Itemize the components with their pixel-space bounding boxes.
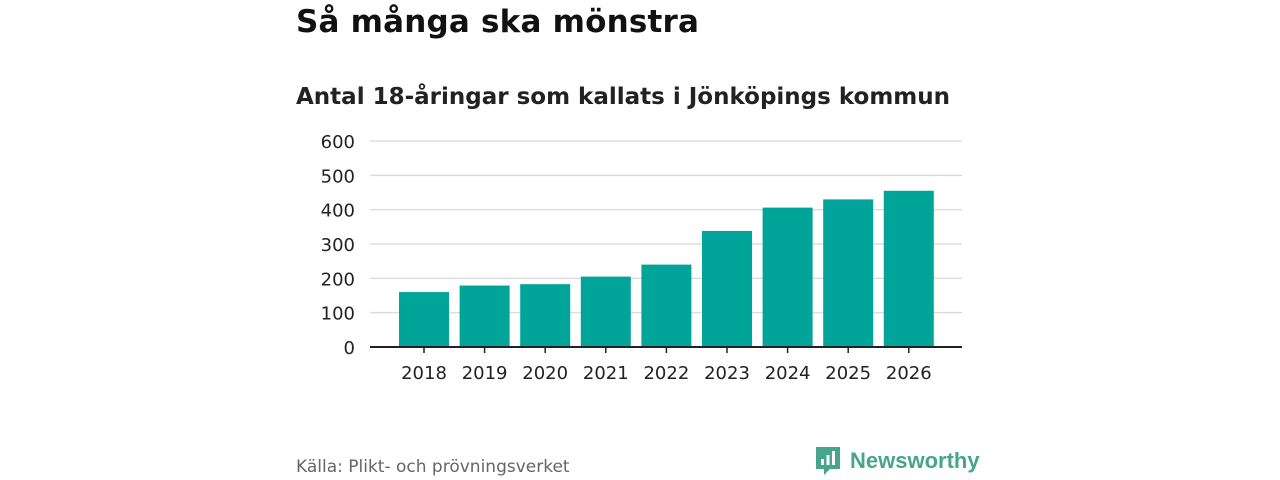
bar <box>459 285 510 347</box>
bar <box>520 284 571 347</box>
newsworthy-logo-icon <box>816 447 840 475</box>
y-tick-label: 0 <box>344 338 355 359</box>
bar <box>580 276 631 347</box>
x-tick-label: 2020 <box>522 363 568 384</box>
x-tick-label: 2024 <box>765 363 811 384</box>
x-tick-label: 2019 <box>462 363 508 384</box>
y-tick-label: 200 <box>321 269 355 290</box>
y-tick-label: 600 <box>321 132 355 153</box>
x-tick-label: 2018 <box>401 363 447 384</box>
bar <box>702 230 752 347</box>
source-note: Källa: Plikt- och prövningsverket <box>296 457 570 477</box>
bar <box>883 190 934 347</box>
brand-name: Newsworthy <box>850 448 980 473</box>
y-tick-label: 100 <box>321 304 355 325</box>
x-tick-label: 2023 <box>704 363 750 384</box>
y-tick-label: 300 <box>321 235 355 256</box>
x-tick-label: 2022 <box>643 363 689 384</box>
bar <box>823 199 874 347</box>
x-tick-label: 2026 <box>886 363 932 384</box>
x-tick-label: 2025 <box>825 363 871 384</box>
chart-title: Så många ska mönstra <box>296 4 700 40</box>
y-tick-label: 400 <box>321 201 355 222</box>
bar-chart: 0 100 200 300 400 500 600 2018 2019 2020 2021 2022 2… <box>321 132 962 384</box>
x-tick-label: 2021 <box>583 363 629 384</box>
chart-subtitle: Antal 18-åringar som kallats i Jönköping… <box>296 84 950 110</box>
bar <box>762 207 813 347</box>
bar <box>641 264 692 347</box>
bar <box>399 292 449 347</box>
brand-logo: Newsworthy <box>814 445 980 477</box>
y-tick-label: 500 <box>321 166 355 187</box>
